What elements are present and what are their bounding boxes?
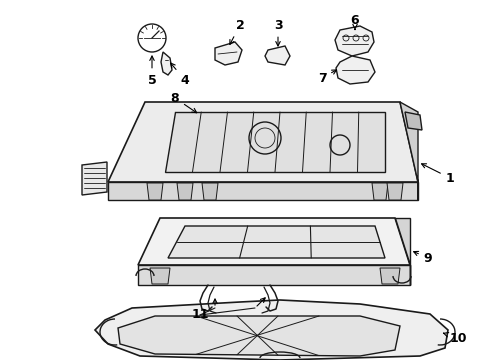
Polygon shape	[387, 183, 403, 200]
Text: 7: 7	[318, 70, 337, 85]
Polygon shape	[380, 268, 400, 284]
Polygon shape	[405, 112, 422, 130]
Text: 3: 3	[274, 18, 282, 46]
Polygon shape	[177, 183, 193, 200]
Text: 1: 1	[421, 164, 454, 185]
Polygon shape	[202, 183, 218, 200]
Polygon shape	[138, 265, 410, 285]
Polygon shape	[138, 218, 410, 265]
Polygon shape	[400, 102, 418, 200]
Polygon shape	[108, 102, 418, 182]
Polygon shape	[335, 26, 374, 56]
Text: 4: 4	[171, 63, 189, 86]
Polygon shape	[95, 300, 448, 360]
Polygon shape	[215, 42, 242, 65]
Polygon shape	[147, 183, 163, 200]
Text: 8: 8	[171, 91, 196, 113]
Text: 5: 5	[147, 56, 156, 86]
Text: 9: 9	[414, 251, 432, 265]
Text: 10: 10	[443, 332, 467, 345]
Polygon shape	[161, 52, 172, 75]
Text: 6: 6	[351, 14, 359, 30]
Polygon shape	[108, 182, 418, 200]
Polygon shape	[82, 162, 107, 195]
Text: 2: 2	[230, 18, 245, 44]
Polygon shape	[265, 46, 290, 65]
Polygon shape	[395, 218, 410, 285]
Polygon shape	[336, 56, 375, 84]
Polygon shape	[165, 112, 385, 172]
Polygon shape	[118, 316, 400, 356]
Polygon shape	[372, 183, 388, 200]
Text: 11: 11	[191, 309, 209, 321]
Polygon shape	[150, 268, 170, 284]
Polygon shape	[168, 226, 385, 258]
